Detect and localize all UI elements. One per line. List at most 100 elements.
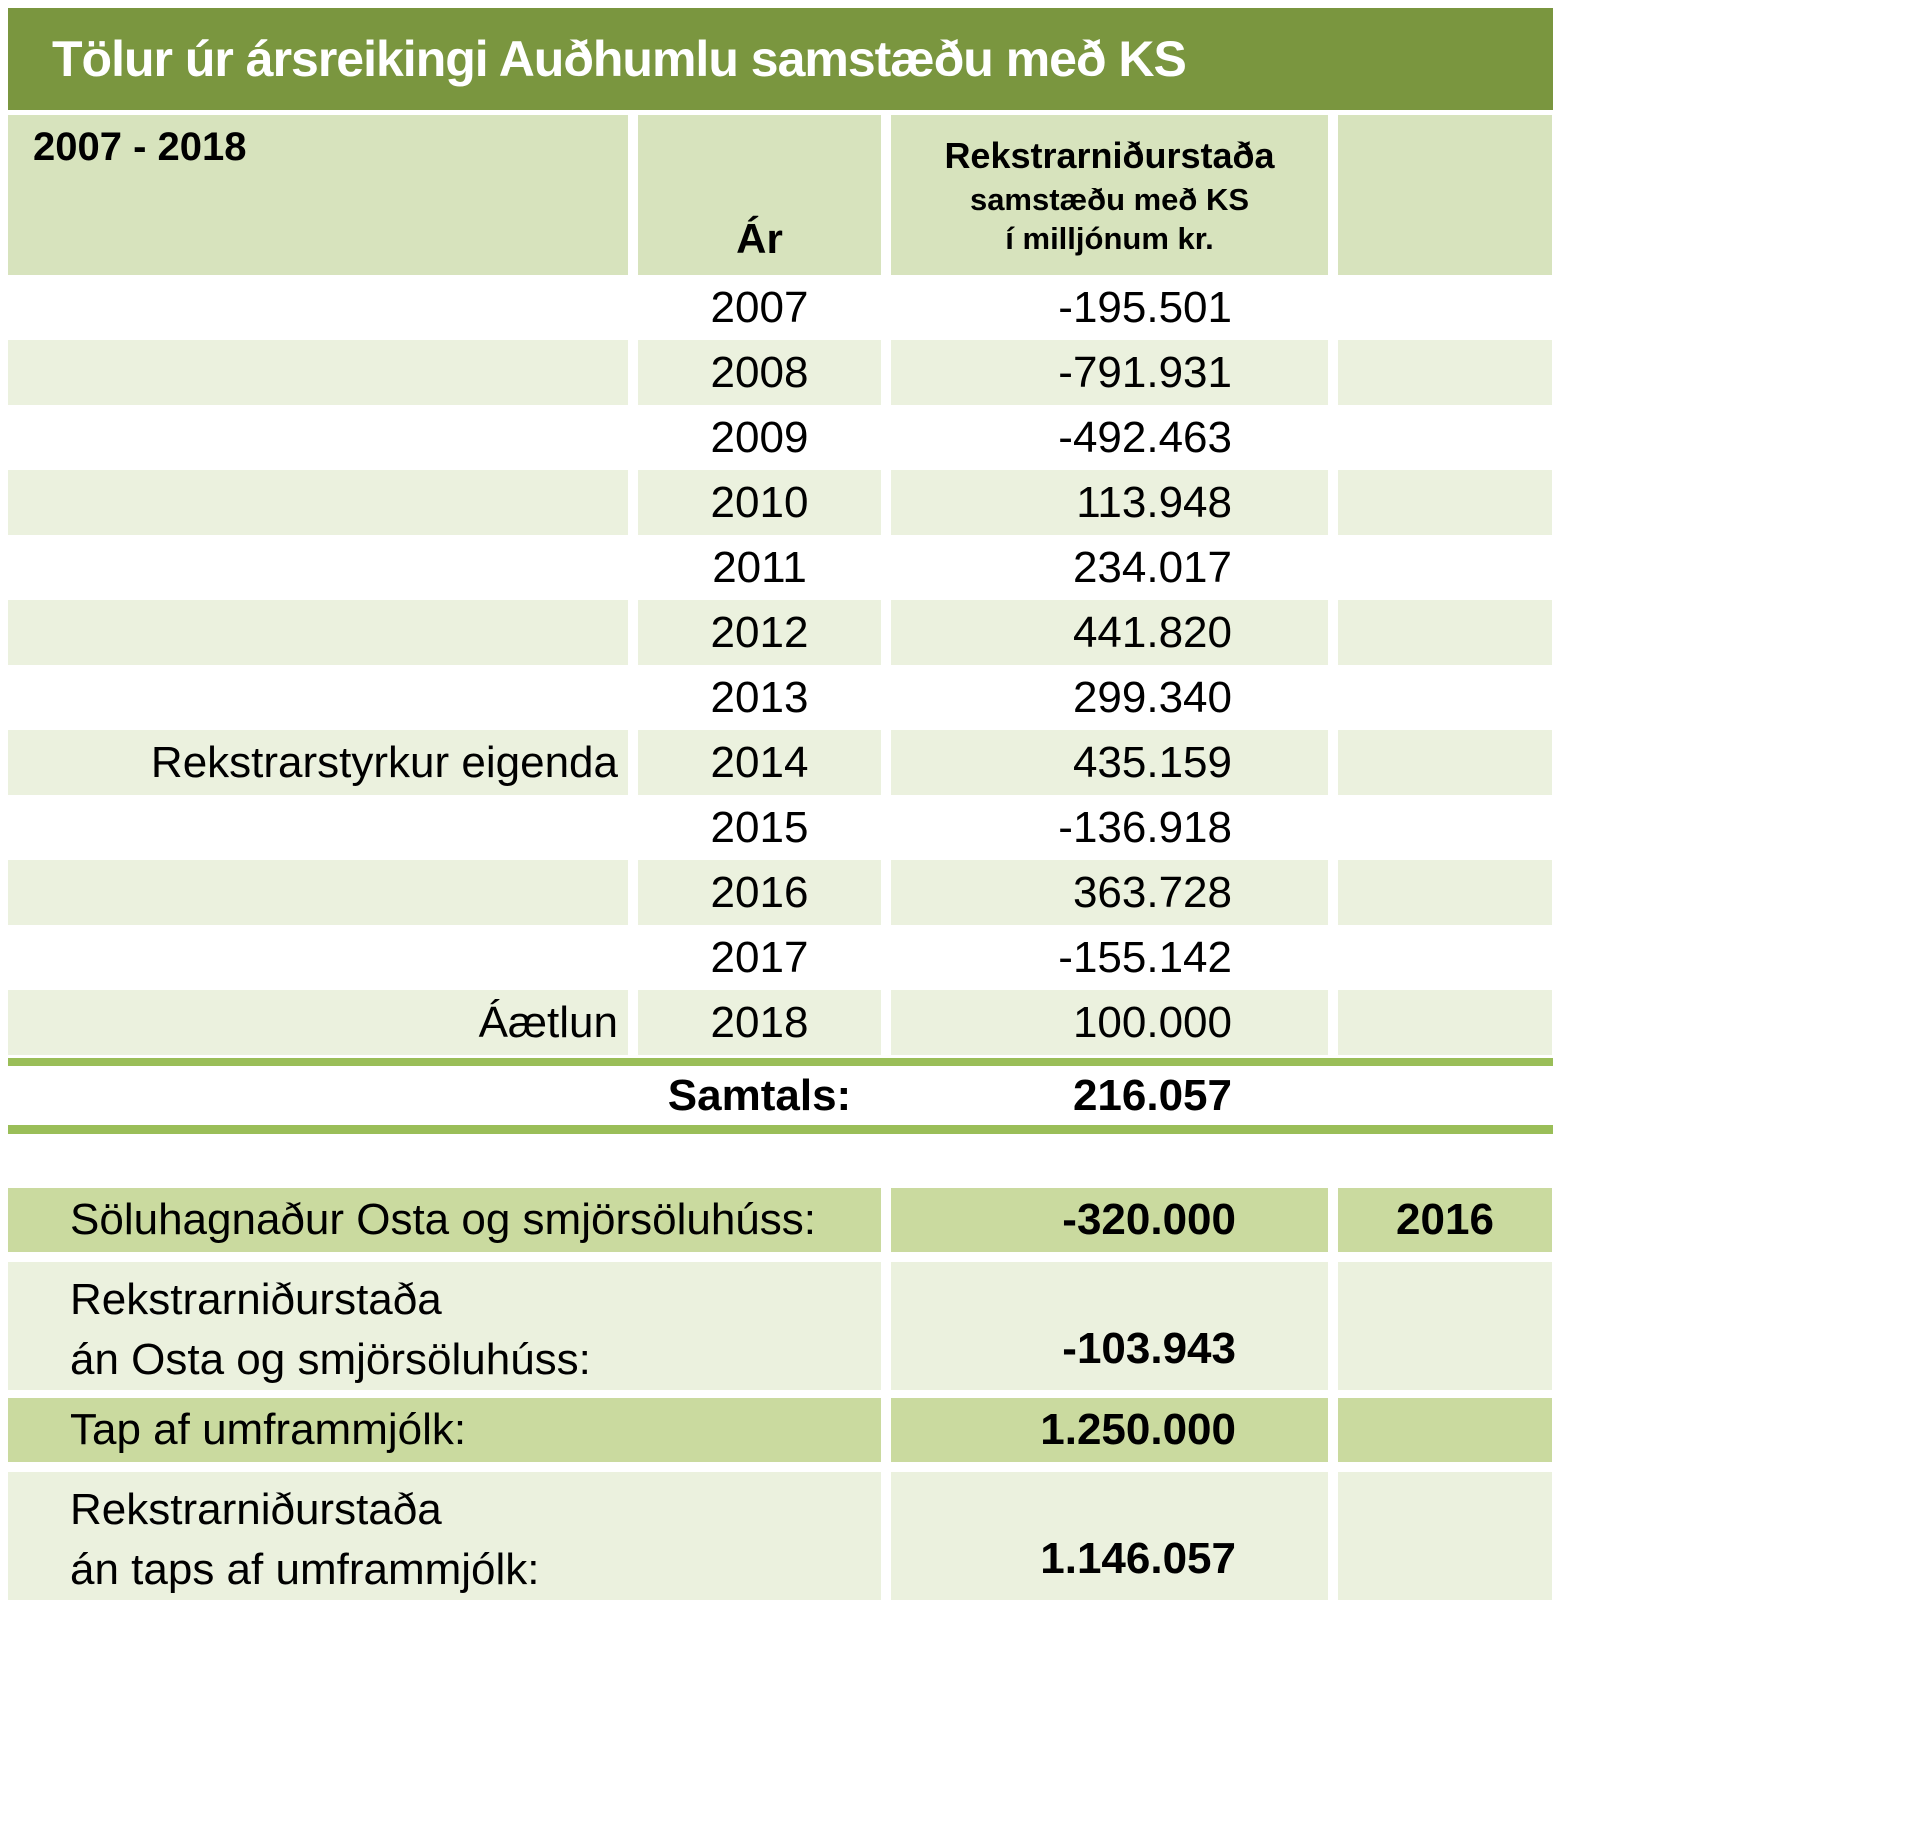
- table-sheet: Tölur úr ársreikingi Auðhumlu samstæðu m…: [8, 8, 1553, 1608]
- year-row: 2008 -791.931: [8, 340, 1553, 405]
- totals-label: Samtals:: [667, 1070, 852, 1120]
- header-value-line3: í milljónum kr.: [1005, 221, 1214, 256]
- header-value-line2: samstæðu með KS: [969, 182, 1250, 217]
- year-row: Rekstrarstyrkur eigenda 2014 435.159: [8, 730, 1553, 795]
- note-row: Söluhagnaður Osta og smjörsöluhúss: -320.…: [8, 1188, 1553, 1252]
- year-rows-section: 2007 -195.501 2008 -791.931 2009 -492.463 2010…: [8, 275, 1553, 1055]
- year-row-extra: [1338, 925, 1552, 990]
- year-row-label: [8, 405, 628, 470]
- header-year-column: Ár: [638, 115, 881, 275]
- year-row-extra: [1338, 535, 1552, 600]
- note-row-extra: [1338, 1398, 1552, 1462]
- year-row-year: 2016: [638, 860, 881, 925]
- year-row-year: 2008: [638, 340, 881, 405]
- header-value-column: Rekstrarniðurstaða samstæðu með KS í mil…: [891, 115, 1328, 275]
- year-row: 2010 113.948: [8, 470, 1553, 535]
- totals-rule-bottom: [8, 1125, 1553, 1134]
- year-row-label: [8, 600, 628, 665]
- note-row: Rekstrarniðurstaða án taps af umframmjólk…: [8, 1472, 1553, 1600]
- year-row-label: [8, 795, 628, 860]
- header-row: 2007 - 2018 Ár Rekstrarniðurstaða samstæ…: [8, 115, 1553, 275]
- note-row-label: Tap af umframmjólk:: [8, 1398, 881, 1462]
- note-row-label-line: Rekstrarniðurstaða: [70, 1275, 442, 1324]
- year-row-extra: [1338, 665, 1552, 730]
- year-row-year: 2010: [638, 470, 881, 535]
- year-row-value: 299.340: [1072, 672, 1232, 722]
- year-row-value: -136.918: [1058, 802, 1232, 852]
- year-row: 2012 441.820: [8, 600, 1553, 665]
- year-row-value: 113.948: [891, 470, 1328, 535]
- year-row-value: 363.728: [891, 860, 1328, 925]
- year-row-year: 2011: [712, 542, 807, 592]
- note-row-label-line: án Osta og smjörsöluhúss:: [70, 1335, 591, 1384]
- year-row: 2013 299.340: [8, 665, 1553, 730]
- year-row-value: -791.931: [891, 340, 1328, 405]
- year-row-year: 2018: [638, 990, 881, 1055]
- year-row-year: 2014: [638, 730, 881, 795]
- year-row-value: 234.017: [1072, 542, 1232, 592]
- year-row-label: [8, 340, 628, 405]
- year-row-value: -492.463: [1058, 412, 1232, 462]
- note-row-label-line: án taps af umframmjólk:: [70, 1545, 540, 1594]
- totals-value: 216.057: [1072, 1070, 1232, 1120]
- note-row-label: Söluhagnaður Osta og smjörsöluhúss:: [8, 1188, 881, 1252]
- header-extra-column: [1338, 115, 1552, 275]
- year-row-label: Áætlun: [8, 990, 628, 1055]
- year-row-year: 2015: [710, 802, 809, 852]
- year-row-label: [8, 275, 628, 340]
- note-row: Rekstrarniðurstaða án Osta og smjörsöluhú…: [8, 1262, 1553, 1390]
- totals-empty-cell: [8, 1066, 628, 1125]
- year-row-extra: [1338, 405, 1552, 470]
- note-row: Tap af umframmjólk: 1.250.000: [8, 1398, 1553, 1462]
- year-row-value: 100.000: [891, 990, 1328, 1055]
- note-row-label-line: Rekstrarniðurstaða: [70, 1485, 442, 1534]
- year-row: 2017 -155.142: [8, 925, 1553, 990]
- year-row: Áætlun 2018 100.000: [8, 990, 1553, 1055]
- note-row-label: Rekstrarniðurstaða án taps af umframmjólk…: [8, 1472, 881, 1600]
- year-row: 2011 234.017: [8, 535, 1553, 600]
- year-row-year: 2013: [710, 672, 809, 722]
- note-row-extra: 2016: [1338, 1188, 1552, 1252]
- totals-rule-top: [8, 1058, 1553, 1066]
- year-row-extra: [1338, 860, 1552, 925]
- notes-section: Söluhagnaður Osta og smjörsöluhúss: -320.…: [8, 1188, 1553, 1600]
- note-row-value: 1.250.000: [891, 1398, 1328, 1462]
- year-row-label: [8, 535, 628, 600]
- year-row-value: -155.142: [1058, 932, 1232, 982]
- totals-extra-cell: [1338, 1066, 1552, 1125]
- header-value-line1: Rekstrarniðurstaða: [944, 135, 1275, 176]
- note-row-value: -103.943: [891, 1262, 1328, 1390]
- year-row: 2015 -136.918: [8, 795, 1553, 860]
- year-row-label: [8, 470, 628, 535]
- totals-row: Samtals: 216.057: [8, 1066, 1553, 1125]
- year-row-extra: [1338, 990, 1552, 1055]
- year-row-label: [8, 860, 628, 925]
- year-row-label: Rekstrarstyrkur eigenda: [8, 730, 628, 795]
- note-row-extra: [1338, 1472, 1552, 1600]
- year-row-extra: [1338, 340, 1552, 405]
- year-row: 2007 -195.501: [8, 275, 1553, 340]
- title-bar: Tölur úr ársreikingi Auðhumlu samstæðu m…: [8, 8, 1553, 110]
- note-row-label-line: Tap af umframmjólk:: [70, 1405, 467, 1454]
- year-row-label: [8, 665, 628, 730]
- year-row-extra: [1338, 730, 1552, 795]
- header-range-label: 2007 - 2018: [8, 115, 628, 275]
- year-row-extra: [1338, 600, 1552, 665]
- year-row-extra: [1338, 795, 1552, 860]
- note-row-label: Rekstrarniðurstaða án Osta og smjörsöluhú…: [8, 1262, 881, 1390]
- note-row-value: -320.000: [891, 1188, 1328, 1252]
- year-row-year: 2017: [710, 932, 809, 982]
- page-title: Tölur úr ársreikingi Auðhumlu samstæðu m…: [52, 31, 1187, 87]
- note-row-extra: [1338, 1262, 1552, 1390]
- year-row-label: [8, 925, 628, 990]
- year-row-year: 2007: [710, 282, 809, 332]
- year-row: 2016 363.728: [8, 860, 1553, 925]
- year-row-extra: [1338, 470, 1552, 535]
- note-row-label-line: Söluhagnaður Osta og smjörsöluhúss:: [70, 1195, 816, 1244]
- year-row-extra: [1338, 275, 1552, 340]
- year-row-value: -195.501: [1058, 282, 1232, 332]
- year-row-year: 2009: [710, 412, 809, 462]
- year-row-value: 435.159: [891, 730, 1328, 795]
- year-row: 2009 -492.463: [8, 405, 1553, 470]
